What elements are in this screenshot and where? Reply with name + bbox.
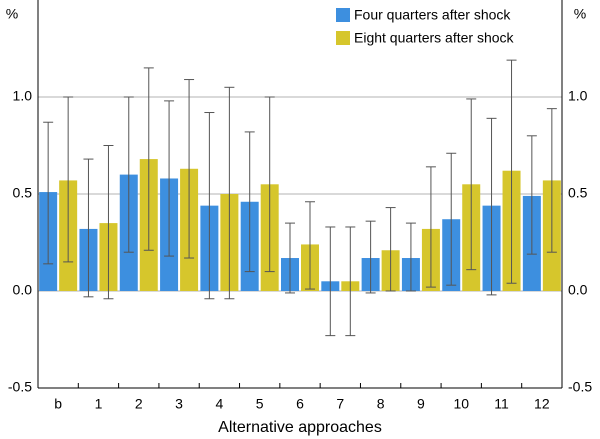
legend-swatch (336, 31, 350, 45)
x-tick-label: 5 (256, 396, 264, 412)
x-tick-label: 7 (336, 396, 344, 412)
y-tick-label: 0.0 (13, 282, 33, 298)
x-tick-label: 2 (135, 396, 143, 412)
x-tick-label: 11 (494, 396, 509, 412)
x-axis-title: Alternative approaches (218, 419, 382, 436)
y-tick-label-right: -0.5 (568, 379, 592, 395)
y-tick-label-right: 0.5 (568, 185, 588, 201)
y-unit-left: % (6, 6, 18, 22)
x-tick-label: 10 (453, 396, 469, 412)
y-tick-label-right: 1.0 (568, 88, 588, 104)
legend-label: Four quarters after shock (354, 7, 511, 23)
y-tick-label: 1.0 (13, 88, 33, 104)
x-tick-label: 1 (95, 396, 103, 412)
x-tick-label: b (54, 396, 62, 412)
legend-swatch (336, 8, 350, 22)
x-tick-label: 9 (417, 396, 425, 412)
y-unit-right: % (574, 6, 586, 22)
x-tick-label: 8 (377, 396, 385, 412)
y-tick-label: -0.5 (8, 379, 32, 395)
x-tick-label: 4 (215, 396, 223, 412)
legend-label: Eight quarters after shock (354, 30, 515, 46)
y-tick-label: 0.5 (13, 185, 33, 201)
x-tick-label: 6 (296, 396, 304, 412)
x-tick-label: 3 (175, 396, 183, 412)
y-tick-label-right: 0.0 (568, 282, 588, 298)
x-tick-label: 12 (534, 396, 550, 412)
